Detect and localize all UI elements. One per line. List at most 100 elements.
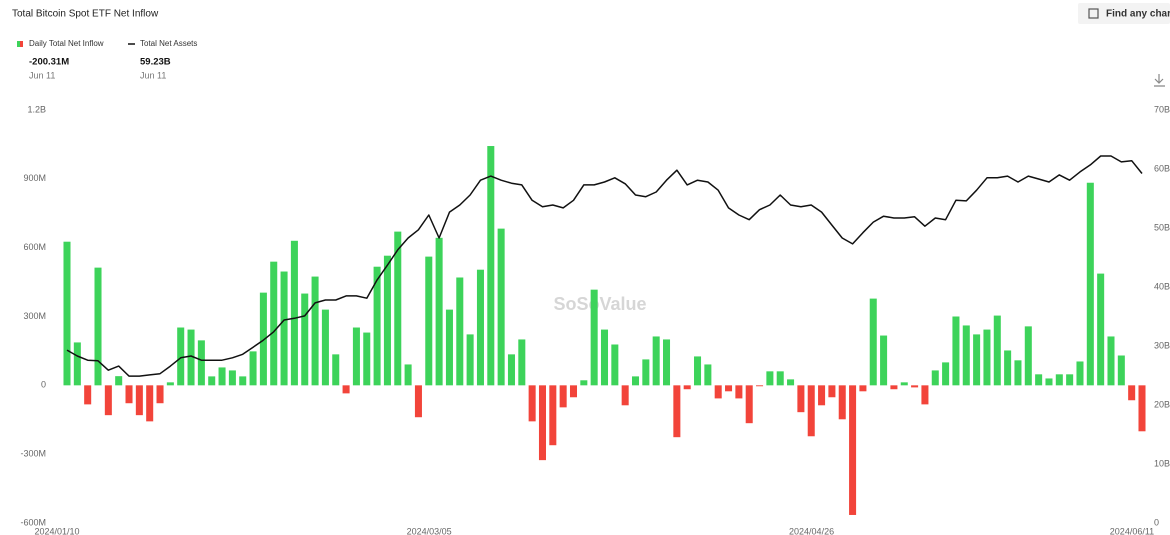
bar: [921, 385, 929, 405]
bar: [1128, 385, 1136, 401]
readout-value: 59.23B: [140, 57, 171, 68]
bar: [404, 364, 412, 386]
net-assets-line: [66, 155, 1143, 377]
bar: [363, 332, 371, 386]
bar: [135, 385, 143, 416]
bar: [476, 269, 484, 386]
y2-tick-label: 20B: [1154, 399, 1170, 409]
bar: [766, 371, 774, 386]
x-tick-label: 2024/01/10: [34, 526, 79, 535]
bar: [776, 371, 784, 386]
bar: [663, 339, 671, 386]
x-tick-label: 2024/03/05: [407, 526, 452, 535]
bar: [528, 385, 536, 422]
bar: [590, 289, 598, 386]
bar: [600, 329, 609, 386]
bar: [259, 292, 267, 386]
bar: [487, 146, 495, 386]
bar: [1035, 374, 1043, 386]
readout-date: Jun 11: [140, 70, 166, 80]
bar: [745, 385, 753, 424]
bar: [1117, 355, 1125, 386]
x-tick-label: 2024/06/11: [1110, 526, 1154, 535]
calendar-icon: [1088, 8, 1099, 19]
bar: [1107, 336, 1115, 386]
search-button-label[interactable]: Find any char: [1106, 9, 1170, 20]
bar: [73, 342, 81, 386]
bar: [497, 228, 505, 386]
legend-label[interactable]: Daily Total Net Inflow: [29, 39, 104, 48]
y2-tick-label: 40B: [1154, 281, 1170, 291]
bar: [983, 329, 991, 386]
bar: [249, 351, 257, 386]
y-tick-label: 1.2B: [27, 104, 46, 114]
bar: [1055, 374, 1063, 386]
bar: [756, 385, 764, 387]
bar: [890, 385, 898, 390]
chart-title: Total Bitcoin Spot ETF Net Inflow: [12, 9, 159, 20]
bar: [797, 385, 805, 413]
y-tick-label: 900M: [23, 173, 46, 183]
bar: [1024, 326, 1032, 386]
bar: [869, 298, 877, 386]
legend-label[interactable]: Total Net Assets: [140, 39, 197, 48]
bar: [1086, 182, 1094, 386]
bar: [911, 385, 919, 388]
x-tick-label: 2024/04/26: [789, 526, 834, 535]
bar: [942, 362, 950, 386]
bar: [187, 329, 195, 386]
watermark: SoSoValue: [553, 294, 646, 314]
bar: [549, 385, 557, 446]
bar: [146, 385, 154, 422]
bar: [859, 385, 867, 392]
y2-tick-label: 0: [1154, 517, 1159, 527]
bar: [290, 240, 298, 386]
bar: [228, 370, 236, 386]
search-button[interactable]: [1078, 3, 1170, 24]
bar: [311, 276, 319, 386]
y-tick-label: 600M: [23, 242, 46, 252]
bar: [931, 370, 939, 386]
bar: [559, 385, 567, 408]
bar: [1014, 360, 1022, 386]
bar: [352, 327, 360, 386]
bar: [218, 367, 226, 386]
bar: [177, 327, 185, 386]
bar: [166, 382, 174, 386]
y-tick-label: 0: [41, 380, 46, 390]
bar: [704, 364, 712, 386]
bar: [962, 325, 970, 386]
bar: [683, 385, 691, 390]
y-tick-label: -600M: [20, 517, 46, 527]
readout-date: Jun 11: [29, 70, 55, 80]
bar: [94, 267, 102, 386]
bar: [631, 376, 640, 386]
bar: [373, 266, 381, 386]
bar: [104, 385, 112, 416]
bar: [694, 356, 702, 386]
bar: [1004, 350, 1012, 386]
bar: [952, 316, 960, 386]
bar: [1076, 361, 1084, 386]
bar: [425, 256, 433, 386]
bar: [84, 385, 92, 405]
bar: [673, 385, 681, 438]
bar: [1066, 374, 1074, 386]
bar: [900, 382, 908, 386]
bar: [156, 385, 164, 404]
bar: [321, 309, 329, 386]
bar: [611, 344, 619, 386]
legend-icon-negative: [20, 41, 23, 47]
bar: [518, 339, 526, 386]
bar: [569, 385, 578, 398]
y2-tick-label: 30B: [1154, 340, 1170, 350]
bar: [466, 334, 474, 386]
bar: [1045, 378, 1053, 386]
bar: [270, 261, 278, 386]
bar: [239, 376, 247, 386]
bar: [652, 336, 660, 386]
bar: [880, 335, 888, 386]
download-icon[interactable]: [1154, 74, 1165, 87]
